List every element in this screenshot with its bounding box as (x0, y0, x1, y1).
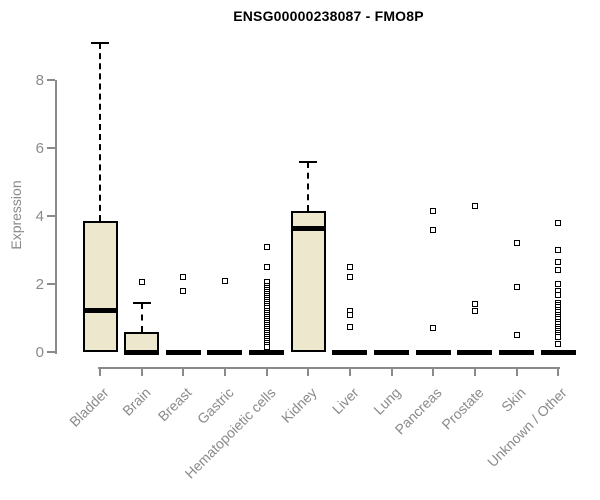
whisker (307, 161, 310, 211)
outlier-point (180, 287, 187, 294)
outlier-point (555, 281, 562, 287)
outlier-point (430, 226, 437, 233)
median-line (374, 350, 410, 355)
outlier-point (430, 207, 437, 214)
x-tick (99, 367, 101, 376)
y-tick (47, 283, 55, 285)
x-tick (390, 367, 393, 376)
outlier-point (513, 284, 520, 291)
whisker-cap (299, 160, 318, 163)
x-tick (182, 367, 185, 376)
outlier-point (555, 291, 562, 298)
box (124, 331, 160, 352)
outlier-point (346, 264, 353, 270)
median-line (415, 350, 451, 355)
x-tick (348, 367, 351, 376)
median-line (82, 307, 118, 313)
outlier-point (471, 301, 478, 308)
whisker (140, 302, 143, 332)
whisker-cap (91, 41, 109, 44)
median-line (332, 350, 368, 355)
y-tick-label: 6 (35, 140, 44, 157)
outlier-point (555, 247, 562, 253)
x-tick (515, 367, 518, 376)
outlier-point (263, 243, 270, 250)
x-tick (473, 367, 476, 376)
outlier-point (471, 202, 478, 209)
outlier-point (513, 240, 520, 247)
outlier-point (180, 274, 187, 281)
outlier-point (555, 267, 562, 274)
outlier-point (555, 340, 562, 347)
y-tick (47, 215, 55, 217)
outlier-point (555, 333, 562, 340)
median-line (457, 350, 493, 355)
x-tick (557, 367, 560, 376)
outlier-point (346, 311, 353, 318)
median-line (124, 350, 160, 355)
median-line (540, 350, 576, 355)
whisker-cap (132, 301, 151, 304)
y-tick (47, 147, 55, 149)
whisker (99, 42, 101, 222)
y-tick-label: 4 (35, 208, 44, 225)
x-tick (307, 367, 310, 376)
x-tick (223, 367, 226, 376)
x-tick (432, 367, 435, 376)
outlier-point (555, 219, 562, 226)
y-tick (47, 351, 55, 353)
outlier-point (346, 323, 353, 330)
outlier-point (430, 325, 437, 332)
x-tick (140, 367, 143, 376)
y-tick-label: 8 (35, 72, 44, 89)
y-tick-label: 2 (35, 276, 44, 293)
x-tick (265, 367, 268, 376)
median-line (249, 350, 285, 355)
median-line (165, 350, 201, 355)
x-axis-line (98, 367, 561, 369)
outlier-point (263, 343, 270, 350)
y-tick (47, 79, 55, 81)
outlier-point (471, 308, 478, 315)
box (82, 221, 118, 352)
median-line (290, 225, 326, 231)
outlier-point (346, 274, 353, 281)
y-axis-line (55, 80, 57, 354)
y-tick-label: 0 (35, 344, 44, 361)
outlier-point (138, 279, 145, 286)
chart-title: ENSG00000238087 - FMO8P (233, 8, 424, 24)
outlier-point (555, 258, 562, 265)
outlier-point (263, 264, 270, 270)
median-line (499, 350, 534, 355)
median-line (207, 350, 243, 355)
outlier-point (513, 332, 520, 338)
box (290, 210, 326, 352)
outlier-point (221, 277, 228, 284)
